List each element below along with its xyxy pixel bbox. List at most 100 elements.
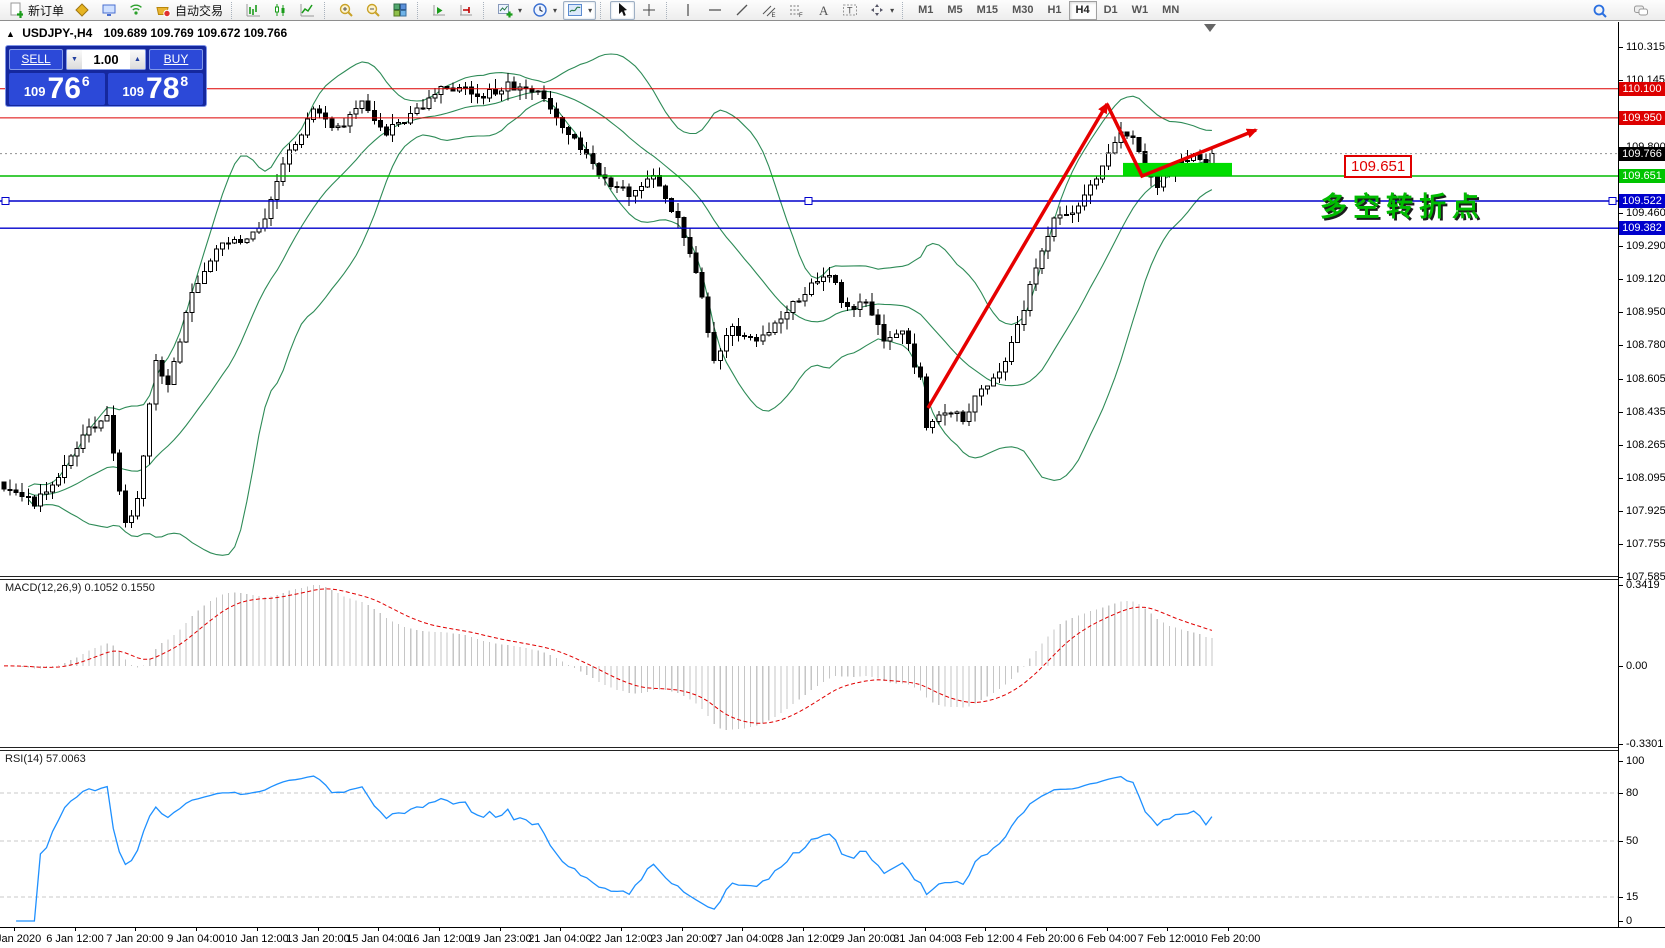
chevron-down-icon: ▾ <box>588 5 593 15</box>
price-tick <box>1619 445 1623 446</box>
chart-area: ▲ USDJPY-,H4 109.689 109.769 109.672 109… <box>0 22 1665 948</box>
macd-pane[interactable] <box>0 580 1618 747</box>
symbol-marker-icon: ▲ <box>6 29 15 39</box>
line-chart-button[interactable] <box>295 1 320 20</box>
zoom-out-button[interactable] <box>361 1 386 20</box>
time-tick <box>1046 928 1047 931</box>
price-tick-label: 109.460 <box>1626 207 1665 219</box>
toolbar-right-icons <box>1587 1 1655 20</box>
rsi-tick <box>1619 761 1623 762</box>
rsi-pane-separator[interactable] <box>0 747 1665 751</box>
price-badge: 109.950 <box>1619 111 1665 125</box>
signals-button[interactable] <box>124 1 149 20</box>
candlestick-chart-button[interactable] <box>268 1 293 20</box>
time-label: 10 Jan 12:00 <box>225 933 289 945</box>
timeframe-m5[interactable]: M5 <box>940 1 969 20</box>
chart-shift-icon <box>458 2 475 18</box>
arrows-button[interactable]: ▾ <box>865 1 898 20</box>
timeframe-w1[interactable]: W1 <box>1125 1 1156 20</box>
one-click-trading-panel: SELL ▼ ▲ BUY 109 76 6 109 78 8 <box>5 45 207 107</box>
metaeditor-button[interactable] <box>70 1 95 20</box>
timeframe-h1[interactable]: H1 <box>1040 1 1068 20</box>
macd-pane-separator[interactable] <box>0 576 1665 580</box>
time-tick <box>864 928 865 931</box>
volume-increase-button[interactable]: ▲ <box>130 50 145 69</box>
chart-header: ▲ USDJPY-,H4 109.689 109.769 109.672 109… <box>6 26 287 40</box>
text-label-button[interactable]: T <box>838 1 863 20</box>
time-tick <box>742 928 743 931</box>
cursor-button[interactable] <box>610 0 636 20</box>
timeframe-m15[interactable]: M15 <box>970 1 1005 20</box>
bar-chart-button[interactable] <box>241 1 266 20</box>
monitor-icon <box>101 2 118 18</box>
rsi-tick-label: 100 <box>1626 755 1645 767</box>
vertical-line-button[interactable] <box>676 1 701 20</box>
rsi-tick <box>1619 793 1623 794</box>
signal-icon <box>128 2 145 18</box>
text-button[interactable]: A <box>811 1 836 20</box>
svg-text:E: E <box>772 13 776 18</box>
macd-tick <box>1619 744 1623 745</box>
time-axis[interactable]: 3 Jan 2020 6 Jan 12:007 Jan 20:009 Jan 04… <box>0 927 1665 948</box>
sell-price[interactable]: 109 76 6 <box>9 73 105 105</box>
svg-text:F: F <box>799 13 803 18</box>
time-label: 22 Jan 12:00 <box>589 933 653 945</box>
trendline-button[interactable] <box>730 1 755 20</box>
fibonacci-button[interactable]: F <box>784 1 809 20</box>
toolbar-separator <box>231 1 236 19</box>
time-tick <box>925 928 926 931</box>
timeframe-h4[interactable]: H4 <box>1068 0 1097 20</box>
time-tick <box>196 928 197 931</box>
time-label: 21 Jan 04:00 <box>528 933 592 945</box>
hline-icon <box>707 2 724 18</box>
periods-button[interactable]: ▾ <box>528 1 561 20</box>
price-badge: 109.651 <box>1619 169 1665 183</box>
equidistant-channel-button[interactable]: E <box>757 1 782 20</box>
chat-button[interactable] <box>1629 1 1654 20</box>
sell-button[interactable]: SELL <box>9 49 63 70</box>
timeframe-mn[interactable]: MN <box>1155 1 1186 20</box>
timeframe-m1[interactable]: M1 <box>911 1 940 20</box>
annotation-text[interactable]: 多空转折点 <box>1320 192 1485 222</box>
price-axis[interactable]: 110.315110.145109.800109.460109.290109.1… <box>1618 22 1665 927</box>
time-tick <box>75 928 76 931</box>
volume-input[interactable] <box>82 50 130 69</box>
tile-windows-button[interactable] <box>388 1 413 20</box>
price-tick <box>1619 345 1623 346</box>
line-chart-icon <box>299 2 316 18</box>
autotrading-button[interactable]: 自动交易 <box>151 1 227 20</box>
timeframe-m30[interactable]: M30 <box>1005 1 1040 20</box>
price-chart[interactable] <box>0 22 1618 578</box>
time-tick <box>135 928 136 931</box>
templates-button[interactable]: ▾ <box>563 0 597 20</box>
time-tick <box>1228 928 1229 931</box>
crosshair-button[interactable] <box>637 1 662 20</box>
buy-button[interactable]: BUY <box>149 49 203 70</box>
macd-tick <box>1619 585 1623 586</box>
ohlc-values: 109.689 109.769 109.672 109.766 <box>103 26 288 40</box>
time-label: 3 Jan 2020 <box>0 933 42 945</box>
timeframe-d1[interactable]: D1 <box>1097 1 1125 20</box>
horizontal-line-button[interactable] <box>703 1 728 20</box>
buy-price[interactable]: 109 78 8 <box>107 73 203 105</box>
new-order-button[interactable]: 新订单 <box>4 1 68 20</box>
time-tick <box>439 928 440 931</box>
chat-icon <box>1633 3 1650 19</box>
search-button[interactable] <box>1588 1 1613 20</box>
rsi-pane[interactable] <box>0 751 1618 927</box>
time-label: 16 Jan 12:00 <box>407 933 471 945</box>
price-callout[interactable]: 109.651 <box>1344 155 1413 178</box>
auto-scroll-button[interactable] <box>427 1 452 20</box>
macd-min-label: -0.3301 <box>1626 738 1664 751</box>
terminal-button[interactable] <box>97 1 122 20</box>
chart-shift-button[interactable] <box>454 1 479 20</box>
macd-max-label: 0.3419 <box>1626 579 1660 591</box>
zoom-in-button[interactable] <box>334 1 359 20</box>
indicators-button[interactable]: ▾ <box>493 1 526 20</box>
volume-decrease-button[interactable]: ▼ <box>67 50 82 69</box>
price-badge: 109.382 <box>1619 221 1665 235</box>
rsi-tick-label: 50 <box>1626 835 1639 847</box>
new-order-button-label: 新订单 <box>28 3 65 18</box>
price-tick-label: 107.755 <box>1626 538 1665 550</box>
price-tick-label: 108.950 <box>1626 306 1665 318</box>
